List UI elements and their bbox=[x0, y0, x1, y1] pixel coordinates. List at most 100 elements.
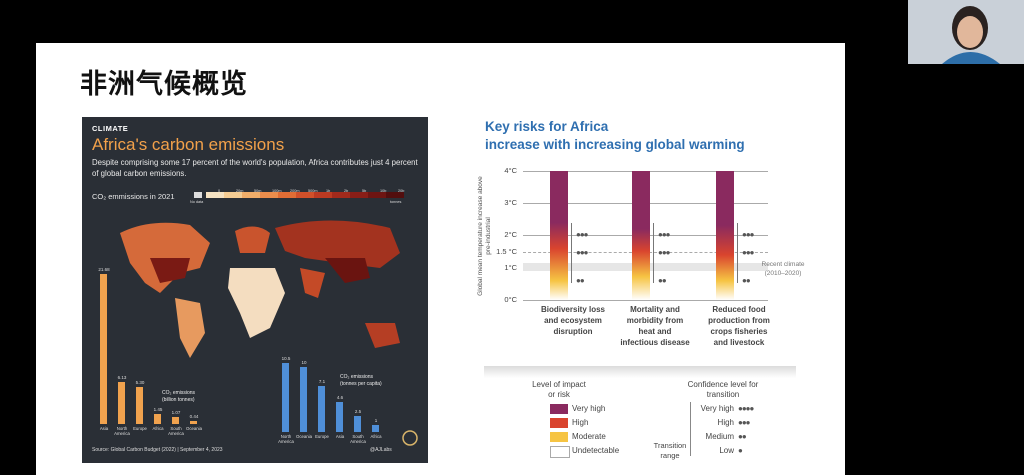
legend-label: 1b bbox=[326, 189, 331, 193]
bar-category-label: Europe bbox=[133, 426, 147, 431]
per-capita-chart: 10.5 North America 10 Oceania 7.1 Europe 4.6 As… bbox=[278, 356, 398, 444]
risk-column-label: Biodiversity loss and ecosystem disrupti… bbox=[540, 305, 606, 336]
legend-label: 50m bbox=[254, 189, 262, 193]
confidence-level-label: High bbox=[717, 418, 734, 427]
emissions-bar bbox=[118, 381, 125, 424]
legend-label: 100m bbox=[272, 189, 282, 193]
impact-legend-title: Level of impact or risk bbox=[532, 380, 586, 399]
impact-swatch bbox=[550, 418, 568, 428]
carbon-emissions-infographic: CLIMATE Africa's carbon emissions Despit… bbox=[82, 117, 428, 463]
impact-swatch bbox=[550, 432, 568, 442]
risk-title-line1: Key risks for Africa bbox=[485, 119, 609, 134]
bar-value-label: 4.6 bbox=[336, 394, 344, 400]
bar-category-label: Asia bbox=[335, 434, 345, 439]
bar-value-label: 7.1 bbox=[318, 378, 326, 384]
legend-label: 20m bbox=[236, 189, 244, 193]
bar-value-label: 10 bbox=[301, 359, 307, 365]
infographic-description: Despite comprising some 17 percent of th… bbox=[92, 158, 418, 178]
bar-category-label: Oceania bbox=[185, 426, 202, 431]
confidence-dots-icon: ● bbox=[738, 446, 743, 455]
confidence-dots: ●●● bbox=[576, 230, 588, 239]
legend-swatch bbox=[278, 192, 296, 198]
emissions-bar bbox=[336, 401, 343, 432]
risk-column-labels: Biodiversity loss and ecosystem disrupti… bbox=[520, 304, 780, 364]
bar-category-label: Africa bbox=[152, 426, 164, 431]
infographic-subtitle: CO₂ emmissions in 2021 bbox=[92, 192, 175, 201]
y-tick-label: 4°C bbox=[504, 166, 517, 175]
risk-column-label: Reduced food production from crops fishe… bbox=[708, 305, 770, 347]
confidence-dots: ●●● bbox=[742, 230, 754, 239]
transition-range-line bbox=[690, 402, 691, 456]
slide-title: 非洲气候概览 bbox=[80, 69, 248, 99]
legend-label: 10b bbox=[380, 189, 387, 193]
bar-value-label: 1.07 bbox=[171, 409, 181, 415]
bar-value-label: 1 bbox=[374, 418, 378, 424]
aljazeera-logo bbox=[401, 429, 419, 447]
risk-column-label: Mortality and morbidity from heat and in… bbox=[620, 305, 690, 347]
risk-chart-title: Key risks for Africa increase with incre… bbox=[485, 118, 745, 154]
confidence-level-label: Low bbox=[719, 446, 734, 455]
legend-swatch bbox=[332, 192, 350, 198]
legend-label: 0 bbox=[218, 189, 221, 193]
legend-swatch bbox=[368, 192, 386, 198]
emissions-bar bbox=[154, 413, 161, 424]
impact-level-label: Moderate bbox=[572, 432, 606, 441]
infographic-handle: @AJLabs bbox=[370, 447, 392, 453]
y-tick-label: 1.5 °C bbox=[496, 247, 517, 256]
emissions-bar bbox=[190, 420, 197, 424]
legend-label: No data bbox=[190, 200, 204, 204]
impact-level-label: Very high bbox=[572, 404, 606, 413]
bar-category-label: Europe bbox=[315, 434, 329, 439]
infographic-tag: CLIMATE bbox=[92, 124, 129, 133]
confidence-dots: ●● bbox=[742, 276, 751, 285]
risk-y-axis-label: Global mean temperature increase above p… bbox=[477, 176, 492, 296]
impact-legend: Very high High Moderate Undetectable bbox=[550, 404, 670, 464]
bar-value-label: 6.13 bbox=[117, 374, 127, 380]
bar-value-label: 0.44 bbox=[189, 413, 199, 419]
bar-category-label: South America bbox=[168, 426, 184, 436]
confidence-dots-icon: ●●● bbox=[738, 418, 750, 427]
risk-column-bar bbox=[550, 171, 568, 300]
total-emissions-chart: 21.68 Asia 6.13 North America 5.30 Europe 1.45… bbox=[96, 267, 216, 436]
confidence-dots: ●● bbox=[576, 276, 585, 285]
transition-range-label: Transition range bbox=[653, 441, 687, 460]
legend-swatch bbox=[314, 192, 332, 198]
emissions-bar bbox=[318, 385, 325, 432]
legend-swatch bbox=[260, 192, 278, 198]
infographic-source: Source: Global Carbon Budget (2022) | Se… bbox=[92, 447, 223, 453]
risk-column-bar bbox=[716, 171, 734, 300]
legend-unit: tonnes bbox=[390, 200, 402, 204]
emissions-bar bbox=[282, 363, 289, 432]
confidence-level-label: Very high bbox=[700, 404, 734, 413]
transition-bracket bbox=[653, 223, 654, 283]
legend-swatch bbox=[386, 192, 404, 198]
confidence-legend: Very high ●●●● High ●●● Medium ●● Low ● bbox=[690, 404, 770, 464]
emissions-bar bbox=[100, 274, 107, 424]
legend-swatch bbox=[224, 192, 242, 198]
confidence-level-label: Medium bbox=[705, 432, 734, 441]
transition-bracket bbox=[737, 223, 738, 283]
infographic-title: Africa's carbon emissions bbox=[92, 135, 285, 154]
total-emissions-label: CO₂ emissions (billion tonnes) bbox=[162, 390, 196, 403]
world-map bbox=[120, 220, 400, 358]
legend-label: 5b bbox=[362, 189, 367, 193]
webcam-feed bbox=[908, 0, 1024, 64]
bar-value-label: 1.45 bbox=[153, 406, 163, 412]
confidence-dots-icon: ●● bbox=[738, 432, 747, 441]
confidence-dots: ●●● bbox=[742, 248, 754, 257]
bar-value-label: 10.5 bbox=[281, 356, 291, 362]
bar-value-label: 2.5 bbox=[354, 408, 362, 414]
y-tick-label: 3°C bbox=[504, 198, 517, 207]
presenter-video bbox=[908, 0, 1024, 64]
y-tick-label: 1°C bbox=[504, 263, 517, 272]
impact-level-label: Undetectable bbox=[572, 446, 620, 455]
confidence-dots: ●●● bbox=[658, 248, 670, 257]
legend-swatch bbox=[350, 192, 368, 198]
legend-swatch bbox=[206, 192, 224, 198]
bar-category-label: Oceania bbox=[295, 434, 312, 439]
emissions-bar bbox=[372, 425, 379, 432]
emissions-bar bbox=[354, 415, 361, 432]
confidence-legend-title: Confidence level for transition bbox=[687, 380, 759, 399]
y-tick-label: 2°C bbox=[504, 230, 517, 239]
bar-category-label: North America bbox=[278, 434, 294, 444]
